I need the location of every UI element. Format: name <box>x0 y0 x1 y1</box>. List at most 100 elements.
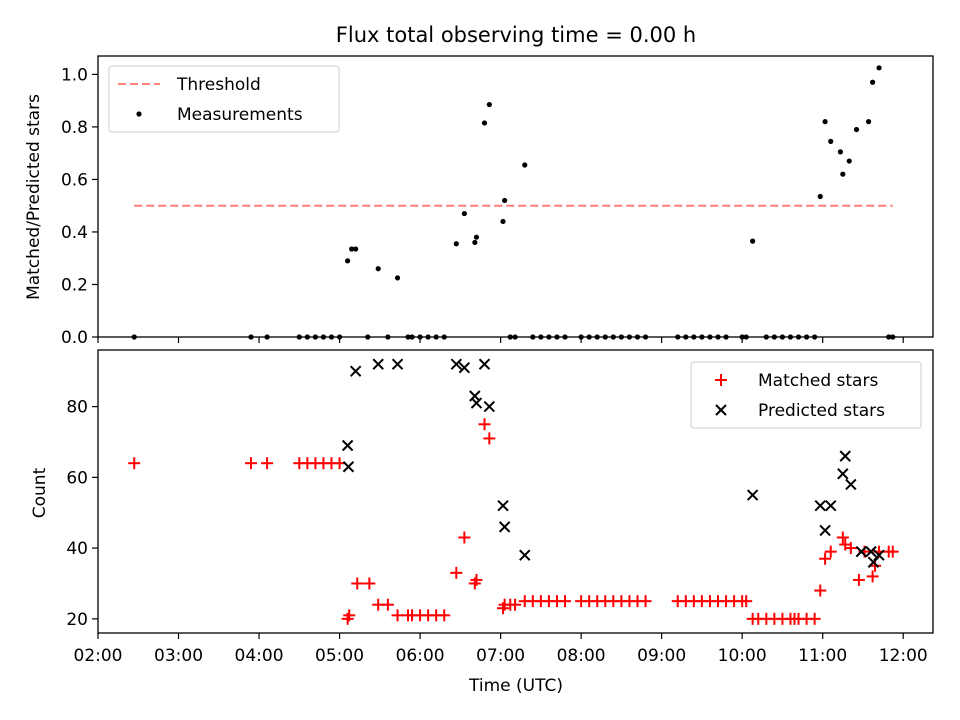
measurement-point <box>345 258 351 264</box>
matched-star-point <box>438 609 451 622</box>
x-tick-label: 05:00 <box>315 646 364 666</box>
legend-measurements-swatch <box>136 111 142 117</box>
measurement-point <box>828 138 834 144</box>
matched-star-point <box>483 432 496 445</box>
matched-star-point <box>363 577 376 590</box>
predicted-star-point <box>814 499 826 512</box>
matched-star-point <box>844 542 857 555</box>
predicted-star-point <box>483 400 496 413</box>
top-legend: Threshold Measurements <box>108 65 340 133</box>
predicted-star-point <box>349 365 362 377</box>
predicted-star-point <box>478 358 491 370</box>
predicted-star-point <box>497 499 509 512</box>
matched-star-point <box>824 545 837 558</box>
bottom-ytick-label: 80 <box>66 398 88 418</box>
measurement-point <box>750 238 756 244</box>
bottom-legend: Matched stars Predicted stars <box>690 361 922 429</box>
matched-star-point <box>559 595 572 608</box>
measurement-point <box>846 158 852 164</box>
x-tick-label: 03:00 <box>154 646 203 666</box>
bottom-ytick-label: 60 <box>66 468 88 488</box>
predicted-star-point <box>867 556 880 568</box>
top-plot-frame <box>97 55 934 338</box>
legend-matched-label: Matched stars <box>758 371 878 391</box>
predicted-star-point <box>839 450 851 462</box>
matched-star-point <box>343 609 356 622</box>
predicted-star-point <box>845 478 857 491</box>
matched-star-point <box>509 598 522 611</box>
measurement-point <box>822 119 828 125</box>
predicted-star-point <box>391 358 404 370</box>
matched-star-point <box>852 573 865 586</box>
top-y-axis-label: Matched/Predicted stars <box>24 94 44 300</box>
chart-title: Flux total observing time = 0.00 h <box>336 23 696 47</box>
predicted-star-point <box>746 489 759 501</box>
measurement-point <box>375 266 381 272</box>
legend-measurements-label: Measurements <box>177 105 303 125</box>
top-ytick-label: 0.6 <box>61 170 88 190</box>
bottom-plot: 20 40 60 80 02:00 03:00 04:00 05:00 06:00 07:00 0… <box>30 349 934 696</box>
measurement-point <box>817 193 823 200</box>
matched-star-point <box>244 457 257 470</box>
x-tick-label: 06:00 <box>396 646 445 666</box>
predicted-star-point <box>825 499 837 512</box>
matched-star-point <box>351 577 364 590</box>
measurement-point <box>870 79 876 85</box>
predicted-star-point <box>470 397 483 409</box>
x-tick-label: 07:00 <box>476 646 525 666</box>
top-ytick-label: 0.2 <box>61 275 88 295</box>
measurement-point <box>473 234 480 240</box>
measurement-point <box>853 126 860 133</box>
matched-star-point <box>808 612 821 625</box>
measurement-point <box>522 162 528 168</box>
measurement-point <box>500 218 506 225</box>
predicted-star-point <box>837 468 849 480</box>
bottom-plot-frame <box>97 349 934 634</box>
matched-star-point <box>128 457 141 470</box>
measurement-point <box>394 275 401 281</box>
measurement-point <box>349 246 355 252</box>
predicted-star-point <box>458 361 471 374</box>
bottom-y-axis-label: Count <box>30 467 50 518</box>
x-tick-label: 10:00 <box>718 646 767 666</box>
measurement-point <box>840 171 846 177</box>
bottom-ytick-label: 20 <box>66 610 88 630</box>
matched-star-point <box>639 595 652 608</box>
x-tick-label: 11:00 <box>798 646 847 666</box>
top-ytick-label: 0.4 <box>61 223 88 243</box>
measurement-point <box>461 210 467 217</box>
predicted-star-point <box>342 461 355 473</box>
matched-star-point <box>450 566 463 579</box>
x-tick-label: 04:00 <box>235 646 284 666</box>
matched-star-point <box>814 584 827 597</box>
predicted-star-point <box>372 358 384 370</box>
measurement-point <box>353 246 359 252</box>
top-ytick-label: 1.0 <box>61 65 88 85</box>
matched-star-point <box>391 609 404 622</box>
matched-star-point <box>740 595 753 608</box>
legend-predicted-label: Predicted stars <box>758 401 885 421</box>
top-ytick-label: 0.0 <box>61 328 88 348</box>
legend-threshold-label: Threshold <box>176 75 261 95</box>
top-ytick-label: 0.8 <box>61 118 88 138</box>
bottom-ytick-label: 40 <box>66 539 88 559</box>
measurement-point <box>865 119 872 125</box>
predicted-star-point <box>855 545 868 558</box>
matched-star-point <box>470 573 483 586</box>
matched-star-point <box>819 552 832 565</box>
matched-star-point <box>261 457 274 470</box>
matched-star-point <box>866 570 879 583</box>
matched-star-point <box>478 418 491 431</box>
predicted-star-point <box>341 439 354 452</box>
measurement-point <box>472 239 478 246</box>
x-tick-label: 08:00 <box>557 646 606 666</box>
predicted-star-point <box>873 549 885 561</box>
matched-star-point <box>836 531 849 544</box>
matched-star-point <box>381 598 394 611</box>
measurement-point <box>837 149 844 155</box>
measurement-point <box>481 120 488 126</box>
predicted-star-point <box>519 549 531 561</box>
measurement-point <box>876 65 882 71</box>
predicted-star-point <box>450 358 463 370</box>
